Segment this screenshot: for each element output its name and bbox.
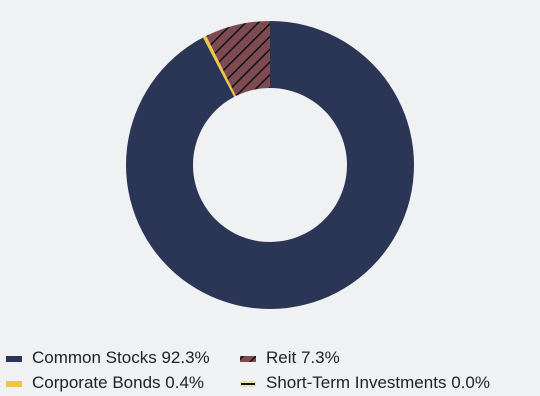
legend-label: Short-Term Investments 0.0%: [266, 373, 490, 392]
legend-label: Common Stocks 92.3%: [32, 348, 210, 367]
donut-slice: [203, 35, 236, 97]
legend-value: 0.0%: [451, 373, 490, 392]
legend-name: Corporate Bonds: [32, 373, 161, 392]
legend-swatch: [240, 356, 256, 362]
legend-swatch: [6, 356, 22, 362]
legend-name: Common Stocks: [32, 348, 157, 367]
legend-name: Short-Term Investments: [266, 373, 446, 392]
donut-slice: [125, 21, 414, 309]
legend-label: Reit 7.3%: [266, 348, 340, 367]
legend-name: Reit: [266, 348, 297, 367]
legend-swatch: [6, 381, 22, 387]
legend-value: 0.4%: [165, 373, 204, 392]
donut-slice: [206, 21, 270, 96]
legend-value: 7.3%: [301, 348, 340, 367]
legend-label: Corporate Bonds 0.4%: [32, 373, 204, 392]
legend-value: 92.3%: [161, 348, 209, 367]
